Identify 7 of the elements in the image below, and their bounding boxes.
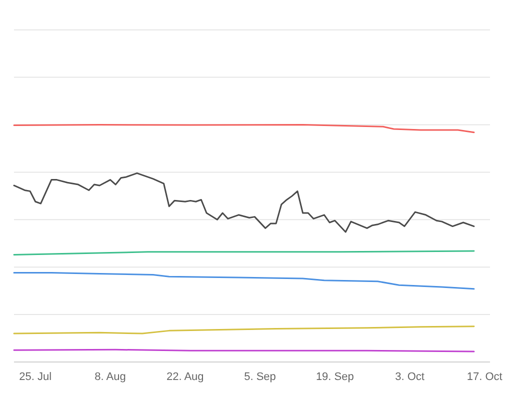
x-tick-label: 8. Aug bbox=[94, 371, 126, 383]
x-tick-label: 22. Aug bbox=[166, 371, 204, 383]
x-tick-label: 19. Sep bbox=[316, 371, 354, 383]
x-tick-label: 5. Sep bbox=[244, 371, 276, 383]
x-tick-label: 3. Oct bbox=[395, 371, 424, 383]
x-tick-label: 17. Oct bbox=[466, 371, 502, 383]
x-tick-label: 25. Jul bbox=[19, 371, 52, 383]
